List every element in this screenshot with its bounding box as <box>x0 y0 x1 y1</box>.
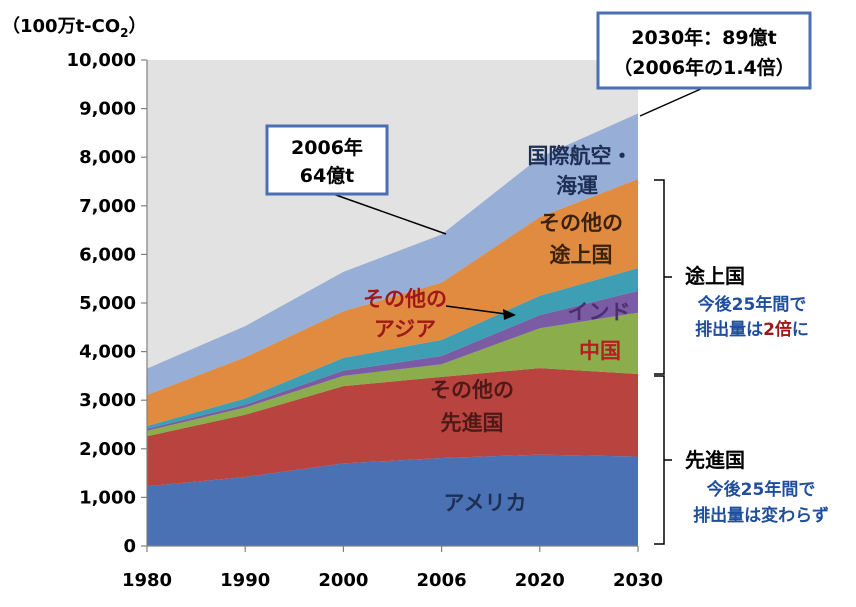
developed-heading: 先進国 <box>685 448 745 472</box>
area-series-3 <box>147 290 638 431</box>
developing-heading: 途上国 <box>685 264 745 288</box>
developed-sub-line2: 排出量は変わらず <box>693 505 829 526</box>
bracket-developed <box>654 375 672 545</box>
svg-text:2030年：89億t: 2030年：89億t <box>631 26 776 49</box>
unit-label: （100万t-CO2） <box>2 16 147 40</box>
svg-text:2006年: 2006年 <box>291 136 363 159</box>
svg-text:64億t: 64億t <box>300 164 355 187</box>
other-asia-arrow <box>445 305 516 320</box>
y-tick-label-1: 1,000 <box>79 487 136 508</box>
y-tick-label-4: 4,000 <box>79 342 136 363</box>
y-tick-label-9: 9,000 <box>79 99 136 120</box>
area-series-4 <box>147 268 638 429</box>
area-label-other-asia-line2: アジア <box>374 317 436 341</box>
area-series-group <box>147 113 638 546</box>
y-tick-label-3: 3,000 <box>79 390 136 411</box>
developed-sub-line1: 今後25年間で <box>707 479 816 500</box>
x-tick-label-5: 2030 <box>613 570 663 591</box>
y-tick-label-6: 6,000 <box>79 244 136 265</box>
x-tick-label-3: 2006 <box>417 570 467 591</box>
developing-sub-line1: 今後25年間で <box>698 294 807 315</box>
x-tick-label-0: 1980 <box>122 570 172 591</box>
tick-labels-group: 0 1,000 2,000 3,000 4,000 5,000 6,000 7,000 8,00… <box>67 50 664 591</box>
y-tick-label-10: 10,000 <box>67 50 136 71</box>
area-series-6 <box>147 113 638 395</box>
bracket-developing <box>654 179 672 375</box>
callout-2006: 2006年 64億t <box>265 124 447 235</box>
developing-sub-line2: 排出量は2倍に <box>695 319 809 340</box>
axes-group <box>141 59 639 552</box>
area-label-other-developing-line2: 途上国 <box>550 243 613 267</box>
area-label-other-developed-line2: 先進国 <box>441 411 504 435</box>
area-label-other-developed-line1: その他の <box>430 378 514 402</box>
area-label-china: 中国 <box>579 339 621 363</box>
callout-2030: 2030年：89億t （2006年の1.4倍） <box>596 11 812 117</box>
area-label-usa: アメリカ <box>444 491 527 515</box>
area-label-other-asia-line1: その他の <box>363 287 447 311</box>
area-series-2 <box>147 312 638 437</box>
area-label-intl-transport-line2: 海運 <box>556 174 598 198</box>
area-label-intl-transport-line1: 国際航空・ <box>528 144 633 168</box>
area-series-1 <box>147 368 638 487</box>
y-tick-label-5: 5,000 <box>79 293 136 314</box>
area-label-other-developing-line1: その他の <box>539 211 623 235</box>
area-series-0 <box>147 454 638 546</box>
x-tick-label-2: 2000 <box>318 570 368 591</box>
y-tick-label-7: 7,000 <box>79 196 136 217</box>
x-tick-label-1: 1990 <box>220 570 270 591</box>
area-series-5 <box>147 179 638 426</box>
area-label-india: インド <box>568 300 631 324</box>
svg-text:（2006年の1.4倍）: （2006年の1.4倍） <box>613 56 795 79</box>
y-tick-label-2: 2,000 <box>79 439 136 460</box>
y-tick-label-0: 0 <box>123 536 136 557</box>
x-tick-label-4: 2020 <box>515 570 565 591</box>
y-tick-label-8: 8,000 <box>79 147 136 168</box>
